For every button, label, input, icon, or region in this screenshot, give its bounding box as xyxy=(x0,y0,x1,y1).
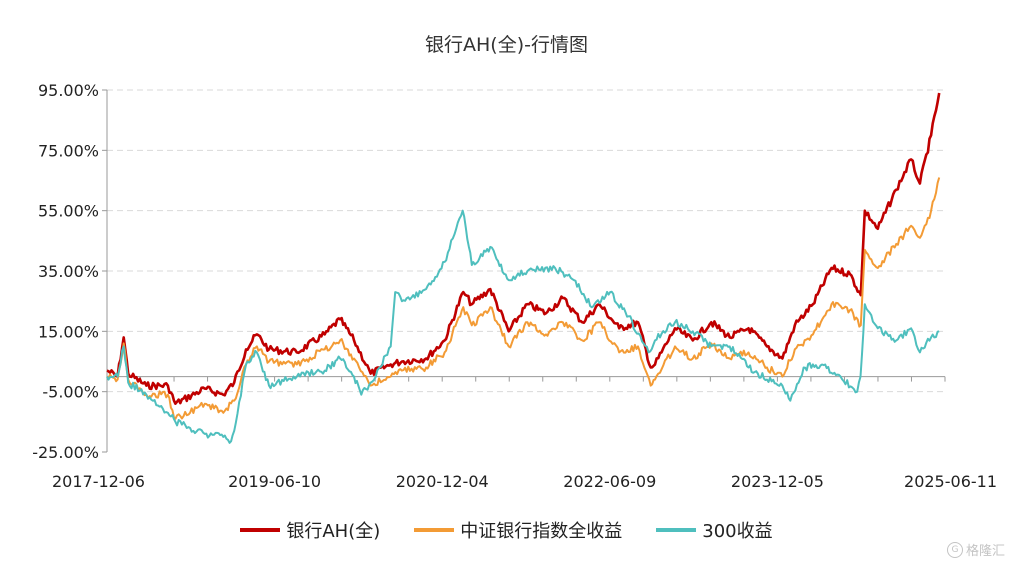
x-tick-label: 2019-06-10 xyxy=(228,472,321,491)
x-tick-label: 2025-06-11 xyxy=(904,472,997,491)
y-tick-label: 55.00% xyxy=(38,202,99,221)
series-line-3 xyxy=(106,209,940,444)
legend-item: 300收益 xyxy=(656,517,773,543)
y-tick-label: -25.00% xyxy=(32,443,99,462)
legend-swatch xyxy=(240,528,281,532)
legend-label: 300收益 xyxy=(702,521,773,542)
x-tick-label: 2017-12-06 xyxy=(52,472,145,491)
legend-swatch xyxy=(414,528,455,532)
legend-item: 银行AH(全) xyxy=(240,517,380,543)
x-tick-labels: 2017-12-06 2019-06-10 2020-12-04 2022-06-09… xyxy=(52,472,997,491)
y-tick-label: -5.00% xyxy=(42,383,99,402)
g-logo-icon: G xyxy=(946,541,963,558)
y-tick-label: 95.00% xyxy=(38,81,99,100)
y-tick-label: 15.00% xyxy=(38,322,99,341)
watermark: G 格隆汇 xyxy=(946,540,1005,559)
grid-lines xyxy=(107,89,945,393)
x-tick-label: 2022-06-09 xyxy=(563,472,656,491)
chart-title: 银行AH(全)-行情图 xyxy=(425,34,588,56)
legend: 银行AH(全) 中证银行指数全收益 300收益 xyxy=(0,517,1013,543)
legend-label: 中证银行指数全收益 xyxy=(460,521,623,542)
legend-label: 银行AH(全) xyxy=(286,521,381,542)
legend-swatch xyxy=(656,528,697,532)
legend-item: 中证银行指数全收益 xyxy=(414,517,622,543)
y-tick-labels: 95.00% 75.00% 55.00% 35.00% 15.00% -5.00% -25.… xyxy=(32,81,99,462)
y-tick-label: 75.00% xyxy=(38,141,99,160)
x-tick-label: 2023-12-05 xyxy=(731,472,824,491)
x-tick-label: 2020-12-04 xyxy=(396,472,489,491)
y-tick-label: 35.00% xyxy=(38,262,99,281)
series-line-1 xyxy=(106,92,941,405)
series-lines xyxy=(106,92,941,444)
watermark-text: 格隆汇 xyxy=(965,544,1005,559)
